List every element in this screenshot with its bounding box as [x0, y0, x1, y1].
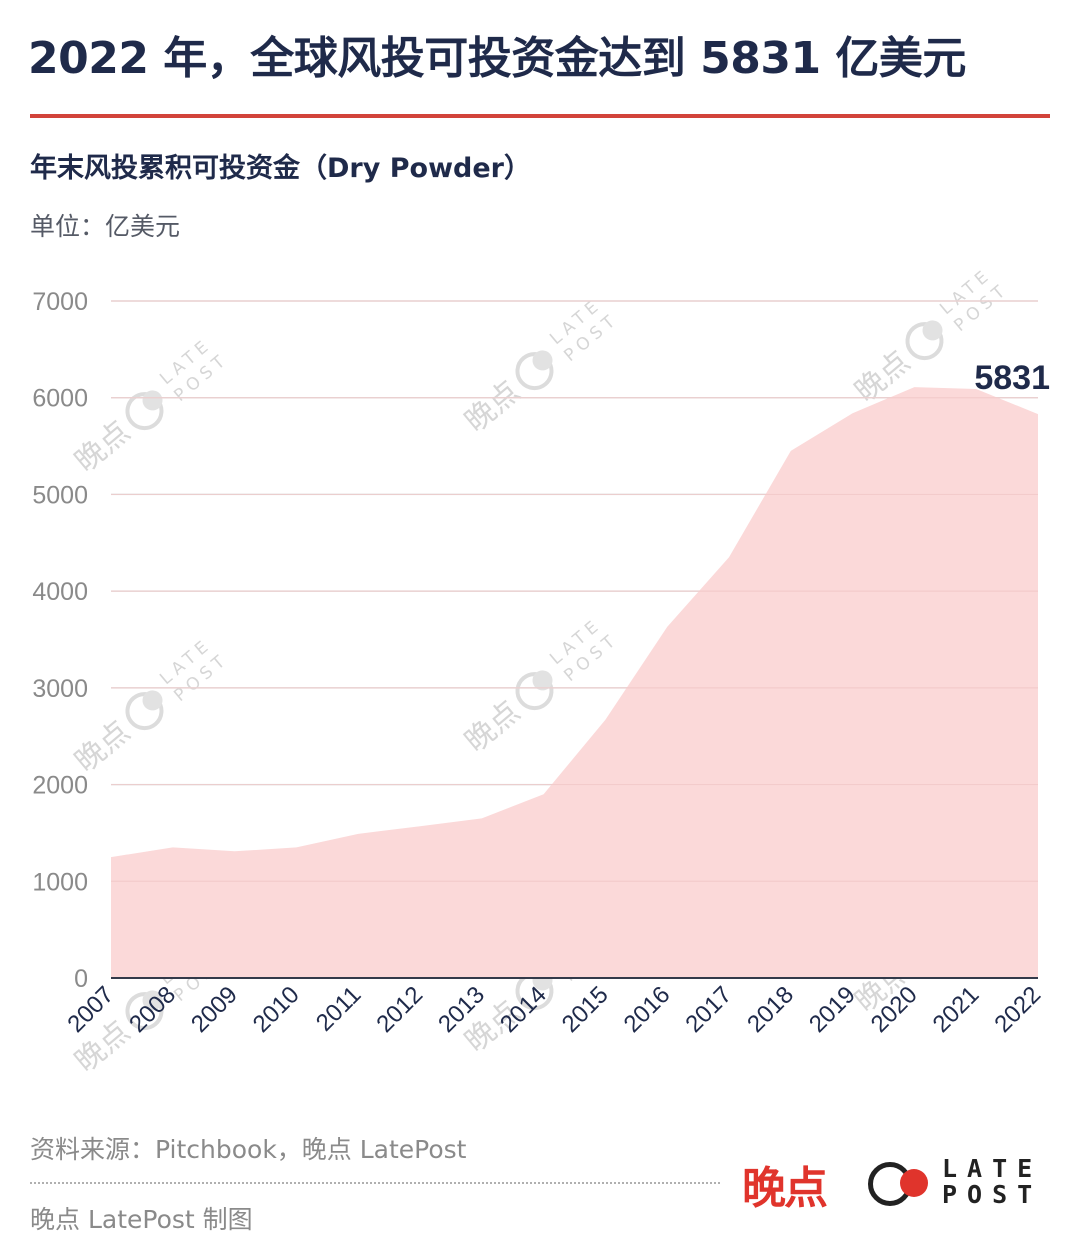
- y-tick-label: 4000: [32, 578, 88, 606]
- y-tick-label: 6000: [32, 385, 88, 413]
- svg-text:晚点: 晚点: [458, 694, 526, 759]
- logo-english-text: LATE POST: [942, 1154, 1043, 1209]
- y-tick-label: 0: [74, 965, 88, 993]
- unit-label: 单位：亿美元: [30, 212, 181, 241]
- footer-divider: [30, 1182, 720, 1184]
- x-axis-ticks: 2007 2008 2009 2010 2011 2012 2013 2014 2015 2016…: [62, 981, 1046, 1038]
- svg-text:晚点: 晚点: [68, 414, 136, 479]
- y-tick-label: 5000: [32, 481, 88, 509]
- x-tick-label: 2022: [989, 981, 1046, 1038]
- x-tick-label: 2012: [371, 981, 428, 1038]
- title-divider: [30, 114, 1050, 118]
- svg-text:晚点: 晚点: [458, 374, 526, 439]
- x-tick-label: 2015: [557, 981, 614, 1038]
- logo-chinese-text: 晚点: [742, 1163, 828, 1214]
- svg-text:晚点: 晚点: [68, 714, 136, 779]
- source-note: 资料来源：Pitchbook，晚点 LatePost: [30, 1135, 467, 1164]
- credit-note: 晚点 LatePost 制图: [30, 1205, 253, 1234]
- y-tick-label: 7000: [32, 288, 88, 316]
- logo-dot-icon: [900, 1169, 928, 1197]
- y-tick-label: 1000: [32, 868, 88, 896]
- x-tick-label: 2010: [248, 981, 305, 1038]
- latepost-logo: 晚点 LATE POST: [742, 1150, 1062, 1220]
- grid-lines-overlay: [111, 300, 1038, 882]
- y-tick-label: 3000: [32, 675, 88, 703]
- last-value-annotation: 5831: [974, 359, 1050, 397]
- chart-subtitle: 年末风投累积可投资金（Dry Powder）: [30, 153, 531, 184]
- y-tick-label: 2000: [32, 772, 88, 800]
- x-tick-label: 2018: [742, 981, 799, 1038]
- x-tick-label: 2017: [680, 981, 737, 1038]
- area-series: [111, 387, 1038, 979]
- x-tick-label: 2021: [928, 981, 985, 1038]
- y-axis-ticks: 0 1000 2000 3000 4000 5000 6000 7000: [32, 288, 88, 993]
- x-tick-label: 2011: [311, 981, 367, 1037]
- chart-title: 2022 年，全球风投可投资金达到 5831 亿美元: [28, 33, 966, 84]
- x-tick-label: 2016: [619, 981, 676, 1038]
